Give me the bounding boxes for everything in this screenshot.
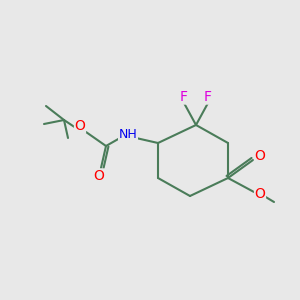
- Text: O: O: [75, 119, 86, 133]
- Text: O: O: [255, 187, 266, 201]
- Text: NH: NH: [118, 128, 137, 140]
- Text: F: F: [180, 90, 188, 104]
- Text: O: O: [255, 149, 266, 163]
- Text: O: O: [94, 169, 104, 183]
- Text: F: F: [204, 90, 212, 104]
